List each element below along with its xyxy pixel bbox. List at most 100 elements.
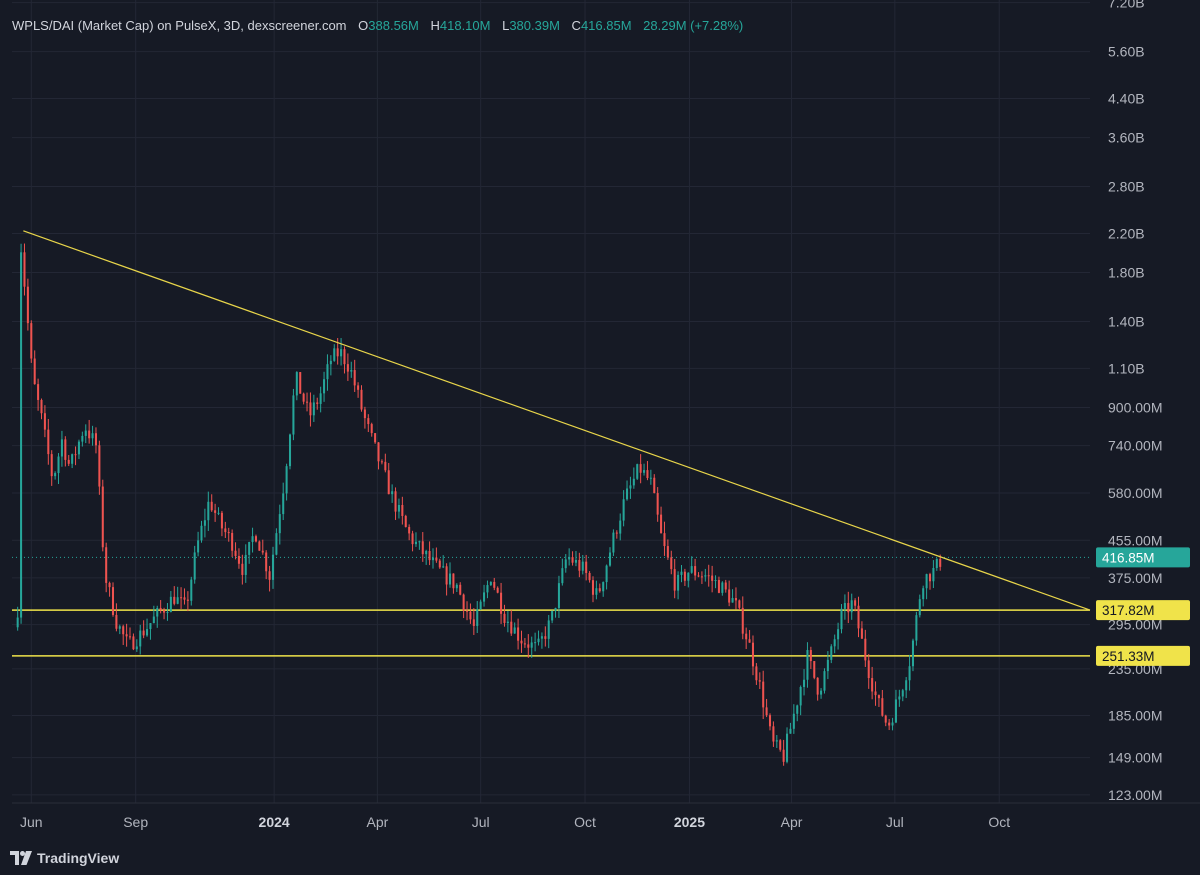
x-tick-label: Oct (574, 814, 596, 830)
candle-body (43, 413, 46, 430)
candle-body (421, 541, 424, 555)
candle-body (159, 607, 162, 611)
candle-body (847, 603, 850, 613)
candle-body (380, 461, 383, 463)
candle-body (452, 573, 455, 589)
candle-body (139, 630, 142, 647)
candle-body (414, 541, 417, 545)
close-value: 416.85M (580, 18, 632, 33)
low-value: 380.39M (509, 18, 560, 33)
candle-body (57, 456, 60, 474)
candle-body (928, 574, 932, 582)
candle-body (312, 402, 315, 416)
candle-body (316, 402, 319, 404)
tradingview-logo-icon (10, 851, 32, 865)
candle-body (146, 629, 149, 636)
candle-body (244, 554, 247, 575)
candle-body (837, 629, 840, 640)
candle-body (768, 715, 772, 727)
candle-body (268, 571, 271, 580)
candle-body (881, 698, 884, 716)
candle-body (704, 575, 707, 577)
candle-body (353, 370, 356, 386)
candle-body (574, 559, 577, 563)
candle-body (94, 433, 97, 446)
candle-body (404, 515, 407, 528)
candle-body (707, 575, 710, 577)
candle-body (81, 435, 84, 442)
candle-body (149, 623, 152, 630)
candle-body (397, 504, 400, 512)
candle-body (169, 596, 172, 613)
candle-body (132, 636, 135, 650)
candle-body (108, 582, 111, 588)
price-axis: 7.20B 5.60B 4.40B 3.60B 2.80B 2.20B 1.80B 1.40B… (1108, 0, 1162, 803)
candle-body (622, 499, 625, 521)
candle-body (428, 551, 431, 561)
candle-body (251, 536, 254, 543)
trendline-layer (23, 230, 1091, 611)
candle-body (506, 621, 509, 623)
price-tags: 317.82M 251.33M 416.85M (1096, 547, 1190, 666)
candle-body (537, 638, 540, 643)
candle-body (275, 533, 278, 555)
candle-body (193, 552, 196, 580)
candle-body (520, 640, 523, 644)
candle-body (840, 608, 843, 630)
y-tick-label: 740.00M (1108, 438, 1162, 454)
open-value: 388.56M (368, 18, 419, 33)
candle-body (26, 286, 29, 324)
candle-body (23, 252, 26, 287)
candle-body (496, 587, 499, 593)
candle-body (387, 470, 390, 495)
y-tick-label: 7.20B (1108, 0, 1145, 11)
candle-body (578, 559, 581, 571)
x-tick-label: Jul (886, 814, 904, 830)
candle-body (101, 486, 104, 548)
candle-body (295, 372, 298, 396)
candle-body (612, 532, 615, 553)
candle-body (67, 459, 70, 464)
candle-body (826, 659, 829, 672)
candle-body (809, 650, 812, 662)
candle-body (333, 348, 336, 361)
candle-body (680, 571, 683, 575)
candle-body (721, 582, 724, 593)
candle-body (234, 550, 237, 556)
candle-body (571, 557, 574, 563)
candle-body (775, 740, 778, 742)
candle-body (370, 424, 373, 434)
candle-body (360, 389, 363, 410)
candle-body (237, 555, 240, 564)
candle-body (792, 713, 795, 729)
candle-body (789, 728, 792, 734)
candle-body (466, 610, 469, 612)
candle-body (905, 680, 908, 691)
candle-body (220, 512, 223, 529)
candle-body (125, 634, 128, 637)
candle-body (653, 477, 656, 494)
candle-body (796, 705, 799, 714)
candle-body (534, 642, 537, 644)
candle-body (425, 551, 428, 555)
candle-body (660, 514, 663, 534)
tradingview-branding[interactable]: TradingView (10, 850, 119, 866)
y-tick-label: 295.00M (1108, 617, 1162, 633)
symbol-title[interactable]: WPLS/DAI (Market Cap) on PulseX, 3D, dex… (12, 18, 347, 33)
candle-body (186, 599, 189, 601)
candle-body (197, 540, 200, 553)
candle-body (854, 600, 857, 606)
candle-body (517, 627, 520, 641)
candle-body (472, 619, 475, 626)
candle-body (799, 686, 802, 706)
level-price-tag: 317.82M (1102, 603, 1155, 618)
candle-body (687, 572, 690, 581)
candle-body (530, 642, 533, 648)
candle-body (864, 638, 867, 661)
candle-body (561, 568, 564, 584)
candle-body (911, 640, 915, 667)
horizontal-levels (12, 556, 1090, 657)
candle-body (111, 587, 115, 615)
